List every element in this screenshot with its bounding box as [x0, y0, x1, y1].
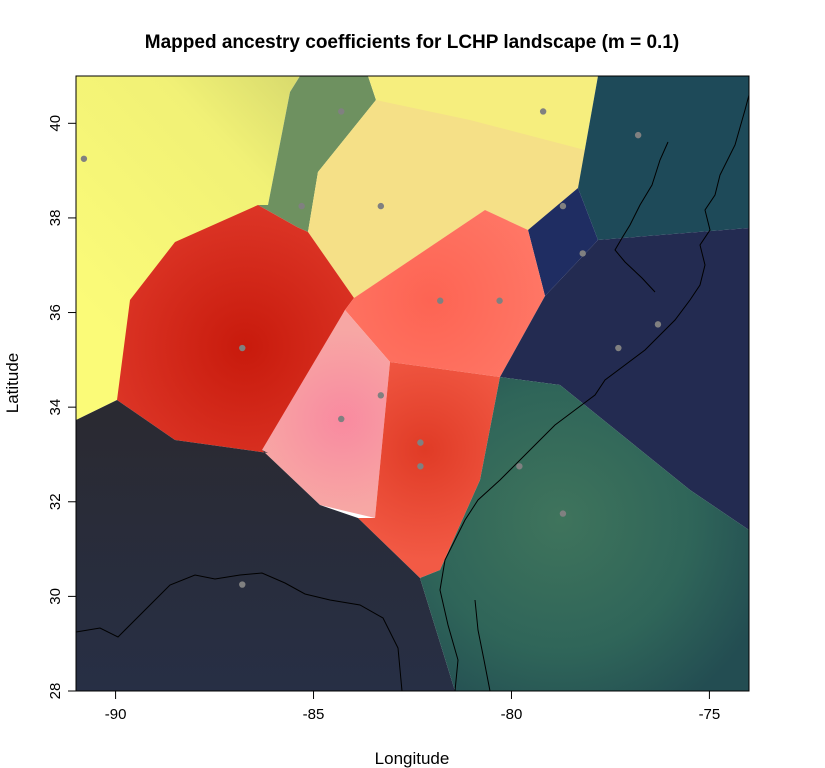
x-tick-label: -75 — [699, 706, 721, 723]
chart-title: Mapped ancestry coefficients for LCHP la… — [145, 32, 679, 53]
sample-point — [615, 344, 622, 352]
x-tick-label: -85 — [303, 706, 325, 723]
sample-point — [516, 463, 523, 470]
sample-point — [298, 202, 305, 210]
y-tick-label: 36 — [47, 304, 64, 321]
sample-point — [417, 463, 424, 470]
sample-point — [437, 297, 444, 304]
y-tick-label: 34 — [47, 399, 64, 416]
sample-point — [80, 155, 88, 162]
sample-point — [579, 250, 586, 257]
x-tick-label: -80 — [501, 706, 523, 723]
region-olive-green — [258, 76, 376, 232]
axes: -90 -85 -80 -75 28 30 32 34 36 38 40 — [47, 115, 720, 723]
region-dark-teal — [578, 76, 749, 240]
sample-point — [239, 581, 246, 588]
y-axis-title: Latitude — [3, 353, 22, 414]
sample-point — [239, 344, 246, 352]
sample-point — [338, 108, 345, 115]
region-red — [117, 205, 354, 453]
sample-point — [559, 202, 567, 210]
region-teal-green — [420, 377, 749, 691]
region-cream — [308, 100, 585, 298]
sample-point — [539, 108, 547, 115]
sample-point — [377, 202, 385, 210]
region-orange-red — [358, 362, 500, 578]
coastline-3 — [474, 599, 491, 691]
region-dark-gray — [76, 400, 455, 691]
y-tick-label: 28 — [47, 683, 64, 700]
y-tick-label: 30 — [47, 588, 64, 605]
region-coral — [345, 210, 545, 377]
coastline-2 — [614, 141, 669, 293]
coastline-0 — [76, 572, 403, 691]
y-tick-label: 38 — [47, 210, 64, 227]
x-axis-title: Longitude — [375, 749, 450, 768]
sample-point — [634, 131, 642, 139]
sample-point — [559, 510, 567, 517]
coastline-1 — [439, 94, 749, 691]
plot-area — [76, 76, 749, 691]
region-blue-small — [528, 188, 598, 296]
sample-point — [338, 415, 345, 423]
region-pink — [262, 310, 390, 518]
plot-border — [75, 75, 750, 692]
sample-point — [496, 297, 503, 304]
sample-point — [654, 321, 662, 328]
y-tick-label: 32 — [47, 493, 64, 510]
sample-point — [377, 392, 385, 399]
y-tick-label: 40 — [47, 115, 64, 132]
sample-point — [417, 439, 424, 446]
x-tick-label: -90 — [105, 706, 127, 723]
